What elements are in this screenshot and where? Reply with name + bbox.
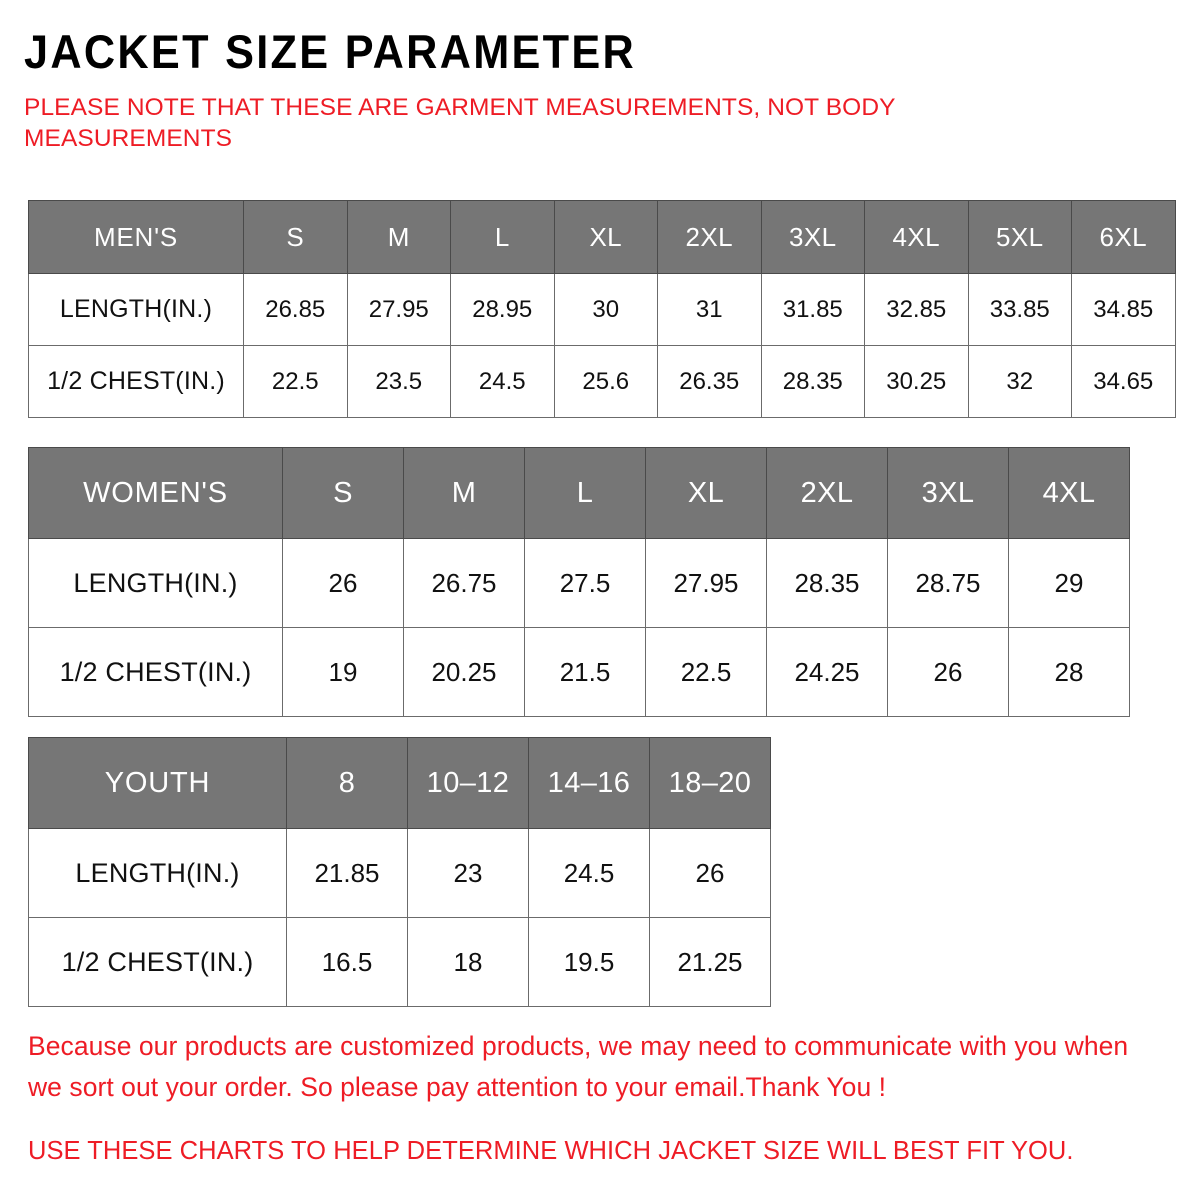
youth-col-header-10-12: 10–12 [407, 737, 529, 829]
footer-notes: Because our products are customized prod… [28, 1026, 1168, 1168]
table-header-row: MEN'S S M L XL 2XL 3XL 4XL 5XL 6XL [28, 200, 1176, 274]
womens-header-label: WOMEN'S [28, 447, 283, 539]
mens-size-table-block: MEN'S S M L XL 2XL 3XL 4XL 5XL 6XL LENGT… [28, 200, 1176, 418]
mens-chest-s: 22.5 [243, 345, 348, 418]
mens-header-label: MEN'S [28, 200, 244, 274]
mens-col-header-3xl: 3XL [760, 200, 865, 274]
womens-chest-3xl: 26 [887, 627, 1009, 717]
mens-chest-6xl: 34.65 [1071, 345, 1176, 418]
mens-length-m: 27.95 [346, 273, 451, 346]
table-row: 1/2 CHEST(IN.) 22.5 23.5 24.5 25.6 26.35… [28, 345, 1176, 418]
womens-col-header-xl: XL [645, 447, 767, 539]
womens-chest-s: 19 [282, 627, 404, 717]
table-row: 1/2 CHEST(IN.) 16.5 18 19.5 21.25 [28, 917, 771, 1007]
womens-col-header-4xl: 4XL [1008, 447, 1130, 539]
youth-chest-8: 16.5 [286, 917, 408, 1007]
womens-length-s: 26 [282, 538, 404, 628]
mens-chest-xl: 25.6 [553, 345, 658, 418]
mens-length-s: 26.85 [243, 273, 348, 346]
chart-usage-note: USE THESE CHARTS TO HELP DETERMINE WHICH… [28, 1137, 1074, 1165]
table-row: LENGTH(IN.) 26.85 27.95 28.95 30 31 31.8… [28, 273, 1176, 346]
youth-col-header-18-20: 18–20 [649, 737, 771, 829]
womens-col-header-s: S [282, 447, 404, 539]
table-row: LENGTH(IN.) 21.85 23 24.5 26 [28, 828, 771, 918]
youth-col-header-14-16: 14–16 [528, 737, 650, 829]
mens-col-header-s: S [243, 200, 348, 274]
womens-size-table-block: WOMEN'S S M L XL 2XL 3XL 4XL LENGTH(IN.)… [28, 447, 1130, 717]
womens-chest-m: 20.25 [403, 627, 525, 717]
womens-length-2xl: 28.35 [766, 538, 888, 628]
mens-length-4xl: 32.85 [864, 273, 969, 346]
mens-length-xl: 30 [553, 273, 658, 346]
mens-size-table: MEN'S S M L XL 2XL 3XL 4XL 5XL 6XL LENGT… [28, 200, 1176, 418]
table-row: 1/2 CHEST(IN.) 19 20.25 21.5 22.5 24.25 … [28, 627, 1130, 717]
womens-length-l: 27.5 [524, 538, 646, 628]
womens-col-header-l: L [524, 447, 646, 539]
womens-chest-xl: 22.5 [645, 627, 767, 717]
youth-chest-14-16: 19.5 [528, 917, 650, 1007]
mens-length-5xl: 33.85 [967, 273, 1072, 346]
mens-col-header-l: L [450, 200, 555, 274]
youth-length-10-12: 23 [407, 828, 529, 918]
womens-col-header-m: M [403, 447, 525, 539]
table-header-row: YOUTH 8 10–12 14–16 18–20 [28, 737, 771, 829]
mens-chest-3xl: 28.35 [760, 345, 865, 418]
youth-row-label-chest: 1/2 CHEST(IN.) [28, 917, 287, 1007]
womens-size-table: WOMEN'S S M L XL 2XL 3XL 4XL LENGTH(IN.)… [28, 447, 1130, 717]
womens-row-label-chest: 1/2 CHEST(IN.) [28, 627, 283, 717]
mens-length-3xl: 31.85 [760, 273, 865, 346]
womens-row-label-length: LENGTH(IN.) [28, 538, 283, 628]
mens-row-label-length: LENGTH(IN.) [28, 273, 244, 346]
mens-length-2xl: 31 [657, 273, 762, 346]
womens-length-m: 26.75 [403, 538, 525, 628]
mens-col-header-6xl: 6XL [1071, 200, 1176, 274]
womens-col-header-3xl: 3XL [887, 447, 1009, 539]
youth-header-label: YOUTH [28, 737, 287, 829]
womens-col-header-2xl: 2XL [766, 447, 888, 539]
customization-note: Because our products are customized prod… [28, 1031, 1129, 1102]
mens-col-header-xl: XL [553, 200, 658, 274]
mens-chest-l: 24.5 [450, 345, 555, 418]
womens-chest-4xl: 28 [1008, 627, 1130, 717]
measurement-disclaimer: PLEASE NOTE THAT THESE ARE GARMENT MEASU… [24, 94, 896, 152]
womens-length-xl: 27.95 [645, 538, 767, 628]
youth-size-table: YOUTH 8 10–12 14–16 18–20 LENGTH(IN.) 21… [28, 737, 771, 1007]
mens-length-l: 28.95 [450, 273, 555, 346]
youth-length-8: 21.85 [286, 828, 408, 918]
mens-length-6xl: 34.85 [1071, 273, 1176, 346]
youth-col-header-8: 8 [286, 737, 408, 829]
youth-chest-10-12: 18 [407, 917, 529, 1007]
page-title: JACKET SIZE PARAMETER [24, 25, 637, 78]
youth-size-table-block: YOUTH 8 10–12 14–16 18–20 LENGTH(IN.) 21… [28, 737, 771, 1007]
mens-chest-m: 23.5 [346, 345, 451, 418]
mens-col-header-5xl: 5XL [967, 200, 1072, 274]
mens-chest-5xl: 32 [967, 345, 1072, 418]
mens-col-header-4xl: 4XL [864, 200, 969, 274]
mens-row-label-chest: 1/2 CHEST(IN.) [28, 345, 244, 418]
mens-chest-4xl: 30.25 [864, 345, 969, 418]
mens-col-header-2xl: 2XL [657, 200, 762, 274]
womens-chest-2xl: 24.25 [766, 627, 888, 717]
youth-length-14-16: 24.5 [528, 828, 650, 918]
table-row: LENGTH(IN.) 26 26.75 27.5 27.95 28.35 28… [28, 538, 1130, 628]
mens-chest-2xl: 26.35 [657, 345, 762, 418]
mens-col-header-m: M [346, 200, 451, 274]
womens-length-4xl: 29 [1008, 538, 1130, 628]
womens-length-3xl: 28.75 [887, 538, 1009, 628]
womens-chest-l: 21.5 [524, 627, 646, 717]
youth-row-label-length: LENGTH(IN.) [28, 828, 287, 918]
youth-chest-18-20: 21.25 [649, 917, 771, 1007]
table-header-row: WOMEN'S S M L XL 2XL 3XL 4XL [28, 447, 1130, 539]
youth-length-18-20: 26 [649, 828, 771, 918]
